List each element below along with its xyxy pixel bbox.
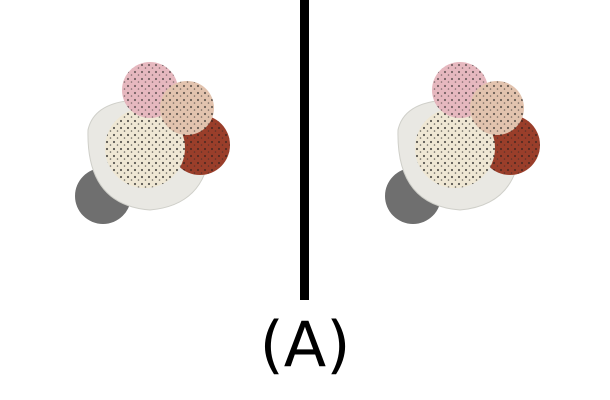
ice-cream-bowl-illustration [75, 62, 230, 224]
ice-cream-image-right [310, 0, 610, 300]
ice-cream-bowl-illustration [385, 62, 540, 224]
figure-caption: (A) [259, 308, 351, 381]
vertical-divider [300, 0, 309, 300]
ice-cream-image-left [0, 0, 300, 300]
